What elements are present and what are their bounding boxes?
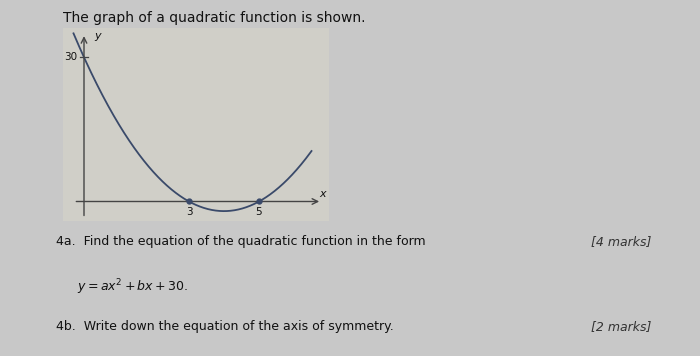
Text: x: x: [319, 189, 326, 199]
Text: [2 marks]: [2 marks]: [591, 320, 651, 334]
Text: 4b.  Write down the equation of the axis of symmetry.: 4b. Write down the equation of the axis …: [56, 320, 393, 334]
Text: [4 marks]: [4 marks]: [591, 235, 651, 248]
Text: 4a.  Find the equation of the quadratic function in the form: 4a. Find the equation of the quadratic f…: [56, 235, 426, 248]
Text: $y = ax^2 + bx + 30.$: $y = ax^2 + bx + 30.$: [77, 278, 188, 297]
Text: y: y: [94, 31, 101, 41]
Text: 30: 30: [64, 52, 77, 62]
Text: The graph of a quadratic function is shown.: The graph of a quadratic function is sho…: [63, 11, 365, 25]
Text: 3: 3: [186, 207, 192, 217]
Text: 5: 5: [256, 207, 262, 217]
